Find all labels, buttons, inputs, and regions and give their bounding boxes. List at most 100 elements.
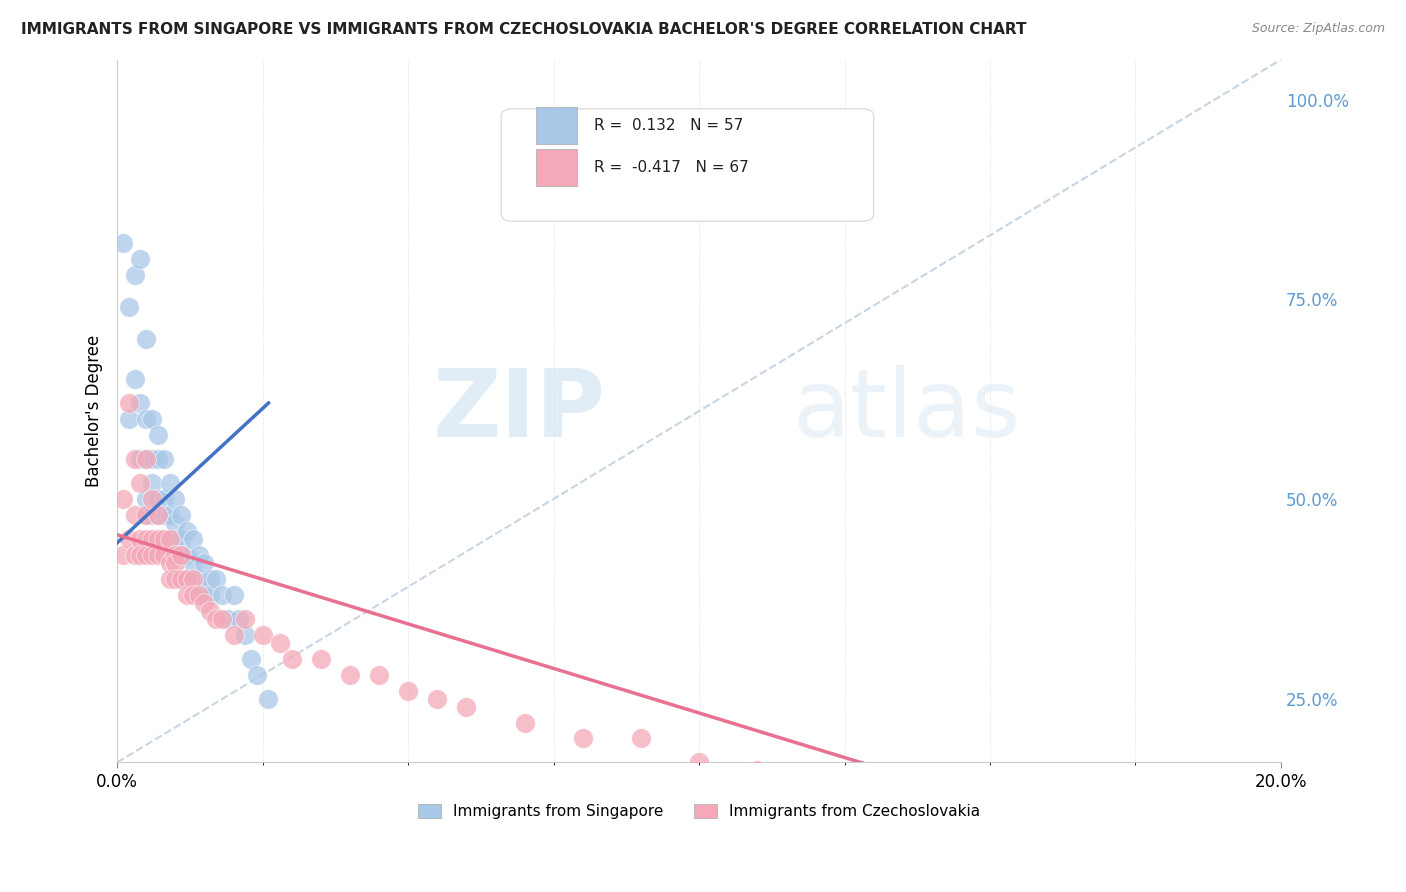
- Point: [165, 491, 187, 506]
- Point: [146, 532, 169, 546]
- Point: [688, 756, 710, 770]
- Point: [205, 572, 228, 586]
- Point: [129, 252, 152, 267]
- Point: [118, 396, 141, 410]
- Point: [309, 651, 332, 665]
- Point: [141, 532, 163, 546]
- Point: [152, 508, 174, 522]
- Point: [1125, 835, 1147, 849]
- Point: [205, 612, 228, 626]
- Point: [135, 548, 157, 562]
- Point: [111, 548, 134, 562]
- Point: [1095, 835, 1118, 849]
- Point: [135, 452, 157, 467]
- Point: [159, 548, 181, 562]
- Text: R =  -0.417   N = 67: R = -0.417 N = 67: [595, 161, 749, 175]
- FancyBboxPatch shape: [536, 107, 576, 144]
- Point: [135, 452, 157, 467]
- Point: [222, 588, 245, 602]
- Point: [176, 572, 198, 586]
- Point: [181, 556, 204, 570]
- Y-axis label: Bachelor's Degree: Bachelor's Degree: [86, 334, 103, 487]
- Point: [1153, 843, 1175, 857]
- Point: [257, 691, 280, 706]
- Point: [152, 452, 174, 467]
- Point: [165, 556, 187, 570]
- Point: [111, 236, 134, 251]
- Point: [513, 715, 536, 730]
- Point: [193, 556, 215, 570]
- Point: [135, 508, 157, 522]
- Point: [181, 588, 204, 602]
- Point: [187, 572, 209, 586]
- Point: [146, 452, 169, 467]
- Point: [1182, 851, 1205, 865]
- Point: [159, 508, 181, 522]
- Point: [146, 548, 169, 562]
- Point: [146, 491, 169, 506]
- Point: [170, 572, 193, 586]
- Point: [228, 612, 250, 626]
- Point: [200, 604, 222, 618]
- Point: [129, 548, 152, 562]
- Point: [118, 412, 141, 426]
- Point: [193, 588, 215, 602]
- Point: [152, 491, 174, 506]
- Point: [146, 428, 169, 442]
- Point: [165, 572, 187, 586]
- Point: [804, 780, 827, 794]
- Point: [339, 667, 361, 681]
- Point: [1038, 819, 1060, 833]
- Point: [396, 683, 419, 698]
- Point: [571, 731, 593, 746]
- Point: [124, 268, 146, 283]
- Point: [159, 556, 181, 570]
- Point: [181, 532, 204, 546]
- Point: [426, 691, 449, 706]
- Point: [141, 475, 163, 490]
- Point: [176, 548, 198, 562]
- Point: [862, 788, 884, 802]
- Point: [124, 452, 146, 467]
- Text: atlas: atlas: [792, 365, 1021, 457]
- Point: [141, 491, 163, 506]
- Point: [111, 491, 134, 506]
- FancyBboxPatch shape: [536, 149, 576, 186]
- Point: [170, 532, 193, 546]
- Point: [135, 532, 157, 546]
- Point: [135, 508, 157, 522]
- Point: [1212, 859, 1234, 873]
- Point: [141, 508, 163, 522]
- Point: [747, 764, 769, 778]
- Point: [200, 588, 222, 602]
- Point: [368, 667, 391, 681]
- Point: [233, 612, 256, 626]
- Point: [141, 548, 163, 562]
- Point: [124, 548, 146, 562]
- Point: [921, 796, 943, 810]
- Point: [176, 524, 198, 538]
- Point: [233, 627, 256, 641]
- Point: [187, 588, 209, 602]
- Point: [118, 532, 141, 546]
- Point: [146, 508, 169, 522]
- Point: [281, 651, 304, 665]
- Point: [124, 372, 146, 386]
- Point: [165, 548, 187, 562]
- Point: [141, 412, 163, 426]
- Point: [165, 516, 187, 530]
- Point: [181, 572, 204, 586]
- Point: [159, 532, 181, 546]
- Point: [135, 491, 157, 506]
- Point: [456, 699, 478, 714]
- Point: [170, 548, 193, 562]
- Point: [222, 627, 245, 641]
- Point: [1270, 875, 1292, 889]
- Point: [200, 572, 222, 586]
- Point: [129, 532, 152, 546]
- Point: [630, 731, 652, 746]
- Point: [159, 572, 181, 586]
- Text: IMMIGRANTS FROM SINGAPORE VS IMMIGRANTS FROM CZECHOSLOVAKIA BACHELOR'S DEGREE CO: IMMIGRANTS FROM SINGAPORE VS IMMIGRANTS …: [21, 22, 1026, 37]
- Point: [146, 508, 169, 522]
- Point: [135, 412, 157, 426]
